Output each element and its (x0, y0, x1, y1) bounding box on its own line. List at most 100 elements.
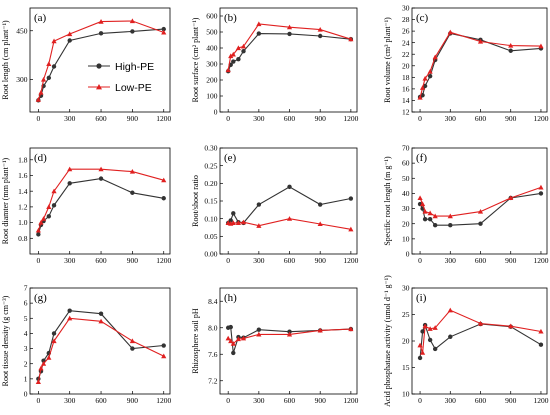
y-tick-label: 1.0 (18, 218, 28, 227)
y-tick-label: 8.0 (208, 323, 218, 332)
y-tick-label: 0.00 (204, 250, 217, 259)
x-tick-label: 1200 (533, 256, 548, 265)
data-point-high-pe (427, 73, 433, 79)
data-point-low-pe (422, 209, 428, 214)
x-tick-label: 600 (475, 396, 487, 405)
data-point-low-pe (432, 213, 438, 219)
data-point-low-pe (129, 168, 135, 174)
x-tick-label: 1200 (533, 396, 548, 405)
panel-g: 0 300 600 900 1200 0 1 2 3 4 5 6 7 Root tissue densit… (1, 284, 171, 405)
data-point-high-pe (130, 190, 135, 195)
data-point-low-pe (427, 326, 433, 331)
data-point-high-pe (256, 31, 262, 36)
plot-frame (411, 147, 548, 255)
series-line-high-pe (227, 33, 351, 72)
data-point-low-pe (422, 75, 428, 81)
data-point-low-pe (98, 166, 104, 172)
data-point-low-pe (225, 335, 231, 341)
x-tick-label: 300 (253, 396, 265, 405)
x-tick-label: 300 (253, 256, 265, 265)
y-tick-label: 1 (24, 374, 28, 383)
data-point-high-pe (161, 26, 166, 32)
y-axis-label: Root tissue density (g cm⁻³) (1, 295, 10, 386)
x-tick-label: 900 (127, 396, 139, 405)
data-point-high-pe (287, 31, 292, 37)
x-tick-label: 600 (95, 114, 107, 123)
data-point-high-pe (228, 218, 233, 223)
data-point-low-pe (422, 323, 428, 329)
y-tick-label: 1.8 (18, 155, 28, 164)
y-tick-label: 30 (402, 284, 410, 293)
y-tick-label: 7 (24, 284, 28, 293)
data-point-low-pe (225, 67, 231, 73)
y-tick-label: 1.2 (18, 202, 28, 211)
y-tick-label: 4 (24, 329, 28, 338)
y-axis-label: Root length (cm plant⁻¹) (1, 20, 10, 100)
panel-d: 0 300 600 900 1200 0.8 1.0 1.2 1.4 1.6 1.8 Root dia… (1, 147, 171, 265)
y-tick-label: 28 (402, 15, 410, 24)
data-point-high-pe (67, 308, 72, 313)
y-tick-label: 0 (214, 108, 218, 117)
data-point-low-pe (538, 184, 544, 190)
data-point-low-pe (38, 219, 44, 225)
data-point-low-pe (235, 220, 242, 225)
x-tick-label: 300 (253, 114, 265, 123)
x-tick-label: 900 (505, 396, 517, 405)
data-point-low-pe (35, 97, 41, 102)
x-tick-label: 600 (284, 396, 296, 405)
y-axis-label: Acid phosphatase activity (umol d⁻¹ g⁻¹) (383, 275, 392, 407)
data-point-low-pe (348, 36, 354, 42)
x-tick-label: 1200 (343, 256, 358, 265)
y-tick-label: 20 (402, 61, 410, 70)
y-tick-label: 300 (16, 75, 28, 84)
x-tick-label: 1200 (533, 114, 548, 123)
x-tick-label: 1200 (156, 256, 171, 265)
panel-h: 0 300 600 900 1200 7.2 7.6 8.0 8.4 Rhizosphere so… (191, 287, 359, 405)
data-point-low-pe (432, 325, 438, 330)
y-tick-label: 14 (402, 96, 410, 105)
data-point-low-pe (477, 320, 484, 326)
data-point-low-pe (98, 318, 104, 324)
x-tick-label: 1200 (343, 114, 358, 123)
data-point-low-pe (419, 201, 426, 207)
x-tick-label: 300 (445, 114, 457, 123)
data-point-high-pe (427, 216, 433, 222)
data-point-low-pe (348, 326, 354, 332)
x-tick-label: 900 (505, 256, 517, 265)
legend-marker-low-pe (96, 84, 102, 90)
data-point-high-pe (538, 191, 544, 196)
panel-c: 0 300 600 900 1200 12 14 16 18 20 22 24 26 28 30 Root v… (383, 4, 549, 123)
x-tick-label: 0 (418, 256, 422, 265)
x-tick-label: 0 (226, 114, 230, 123)
y-tick-label: 1.6 (18, 171, 28, 180)
data-point-high-pe (448, 223, 453, 228)
data-point-low-pe (427, 68, 433, 74)
y-tick-label: 26 (402, 27, 410, 36)
y-tick-label: 0.30 (204, 144, 217, 153)
data-point-high-pe (67, 181, 72, 186)
data-point-low-pe (98, 19, 104, 24)
data-point-low-pe (35, 379, 41, 384)
data-point-high-pe (448, 334, 453, 339)
panel-label: (h) (224, 292, 237, 304)
series-line-high-pe (419, 323, 542, 359)
data-point-low-pe (129, 338, 135, 344)
data-point-low-pe (317, 27, 323, 32)
data-point-high-pe (422, 216, 428, 222)
panel-label: (b) (224, 12, 237, 24)
data-point-low-pe (40, 361, 47, 366)
plot-frame (219, 287, 358, 395)
data-point-low-pe (235, 45, 242, 51)
y-tick-label: 40 (402, 189, 410, 198)
panel-label: (a) (34, 12, 47, 24)
y-tick-label: 20 (402, 337, 410, 346)
plot-frame (411, 287, 548, 395)
data-point-low-pe (67, 166, 73, 172)
data-point-high-pe (36, 232, 41, 237)
data-point-low-pe (427, 210, 433, 216)
x-tick-label: 900 (127, 256, 139, 265)
data-point-high-pe (348, 196, 354, 201)
data-point-low-pe (447, 213, 453, 219)
x-tick-label: 300 (445, 256, 457, 265)
